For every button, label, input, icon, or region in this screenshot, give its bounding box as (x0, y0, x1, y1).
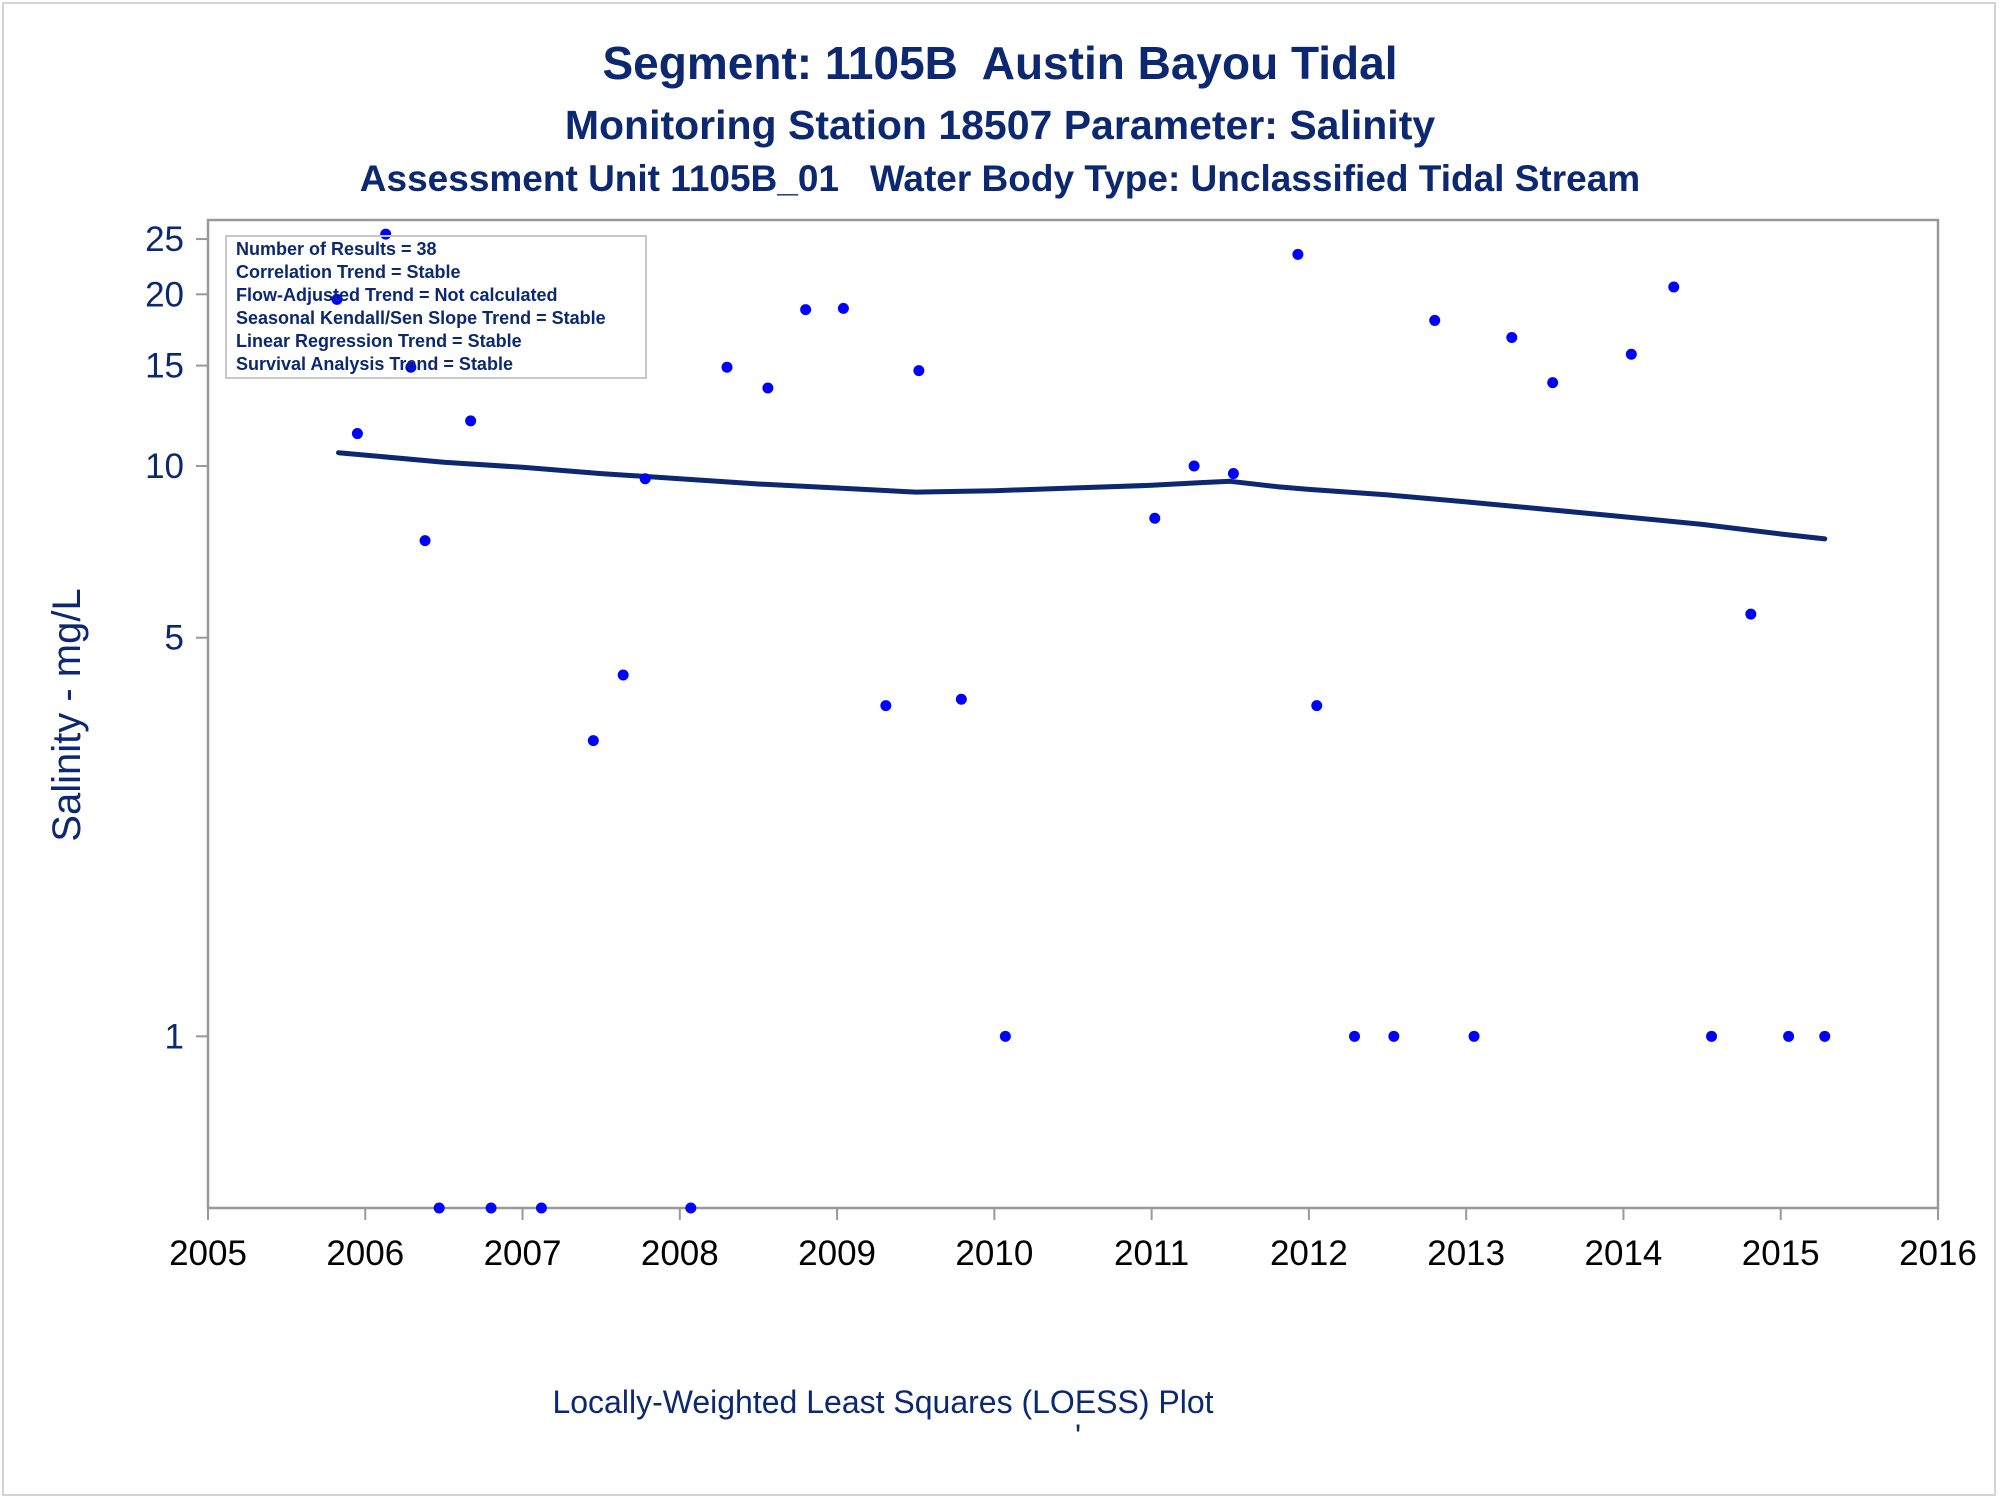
data-point (380, 228, 392, 240)
chart-subtitle-2: Assessment Unit 1105B_01 Water Body Type… (360, 158, 1640, 199)
data-point (1506, 332, 1518, 344)
data-point (433, 1202, 445, 1214)
data-point (999, 1030, 1011, 1042)
stats-box-line: Survival Analysis Trend = Stable (236, 354, 513, 374)
data-point (465, 415, 477, 427)
plot-area: 2005 2006 2007 2008 2009 2010 2011 2012 2013 2014… (145, 218, 1977, 1273)
data-point (587, 735, 599, 747)
data-point (1149, 512, 1161, 524)
data-point (837, 302, 849, 314)
y-tick-label: 25 (145, 220, 184, 259)
x-tick-label: 2014 (1585, 1234, 1663, 1273)
data-point (685, 1202, 697, 1214)
data-point (1625, 348, 1637, 360)
y-tick-label: 15 (145, 347, 184, 386)
chart-title: Segment: 1105B Austin Bayou Tidal (603, 37, 1398, 89)
y-tick-label: 1 (165, 1017, 184, 1056)
data-point (1547, 377, 1559, 389)
y-tick-label: 10 (145, 447, 184, 486)
plot-border (206, 218, 1940, 1210)
data-point (617, 669, 629, 681)
data-point (1227, 468, 1239, 480)
x-tick-label: 2016 (1899, 1234, 1977, 1273)
footnote-mark: ' (1075, 1418, 1081, 1454)
y-tick-label: 5 (165, 619, 184, 658)
data-point (1783, 1030, 1795, 1042)
data-point (1706, 1030, 1718, 1042)
stats-box-line: Seasonal Kendall/Sen Slope Trend = Stabl… (236, 308, 606, 328)
data-point (800, 304, 812, 316)
data-point (1188, 460, 1200, 472)
data-point (1668, 281, 1680, 293)
data-point (405, 361, 417, 373)
data-point (351, 428, 363, 440)
data-point (1311, 700, 1323, 712)
data-point (485, 1202, 497, 1214)
data-point (331, 293, 343, 305)
x-tick-label: 2008 (641, 1234, 719, 1273)
stats-box-line: Flow-Adjusted Trend = Not calculated (236, 285, 558, 305)
x-tick-label: 2006 (326, 1234, 404, 1273)
x-tick-label: 2012 (1270, 1234, 1348, 1273)
y-axis-label: Salinity - mg/L (45, 588, 89, 841)
data-point (955, 693, 967, 705)
data-point (1292, 248, 1304, 260)
x-tick-label: 2005 (169, 1234, 247, 1273)
data-point (1819, 1030, 1831, 1042)
data-point (419, 535, 431, 547)
data-point (1349, 1030, 1361, 1042)
x-tick-label: 2009 (798, 1234, 876, 1273)
data-point (913, 365, 925, 377)
data-point (880, 700, 892, 712)
x-tick-label: 2013 (1427, 1234, 1505, 1273)
stats-box-line: Correlation Trend = Stable (236, 262, 461, 282)
data-point (762, 382, 774, 394)
stats-box (225, 235, 647, 379)
loess-line (336, 450, 1828, 542)
x-tick-label: 2007 (484, 1234, 562, 1273)
data-point (1429, 314, 1441, 326)
stats-box-line: Linear Regression Trend = Stable (236, 331, 522, 351)
chart-subtitle: Monitoring Station 18507 Parameter: Sali… (565, 102, 1436, 148)
data-point (1745, 608, 1757, 620)
x-tick-label: 2015 (1742, 1234, 1820, 1273)
data-point (1468, 1030, 1480, 1042)
x-tick-label: 2010 (955, 1234, 1033, 1273)
data-point (639, 473, 651, 485)
stats-box-line: Number of Results = 38 (236, 239, 437, 259)
data-point (721, 361, 733, 373)
data-point (535, 1202, 547, 1214)
x-tick-label: 2011 (1114, 1234, 1189, 1273)
footnote: Locally-Weighted Least Squares (LOESS) P… (552, 1384, 1213, 1420)
data-point (1388, 1030, 1400, 1042)
y-tick-label: 20 (145, 275, 184, 314)
